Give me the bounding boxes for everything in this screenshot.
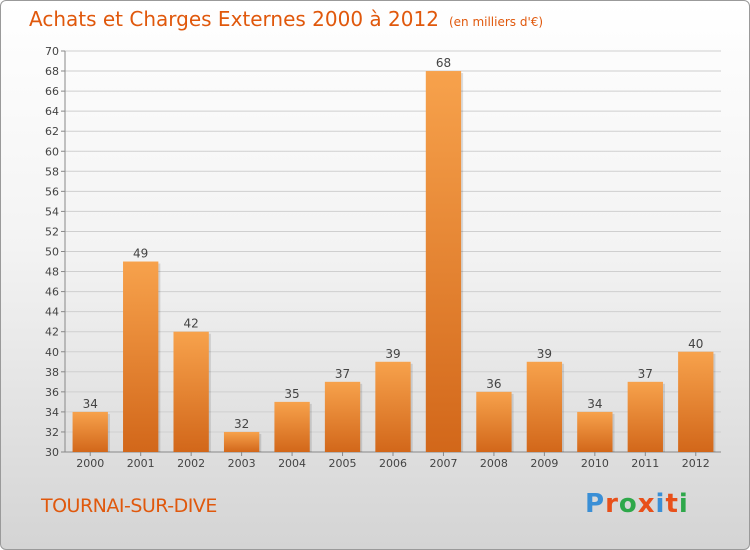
y-tick-label: 58 <box>45 165 59 178</box>
x-tick-label: 2005 <box>329 457 357 470</box>
x-tick-label: 2003 <box>228 457 256 470</box>
y-tick-label: 44 <box>45 306 59 319</box>
data-label: 34 <box>587 397 602 411</box>
data-label: 40 <box>688 337 703 351</box>
y-tick-label: 68 <box>45 65 59 78</box>
y-tick-label: 38 <box>45 366 59 379</box>
bar <box>627 381 663 452</box>
y-tick-label: 46 <box>45 286 59 299</box>
x-tick-label: 2010 <box>581 457 609 470</box>
x-tick-label: 2000 <box>76 457 104 470</box>
chart-title-text: Achats et Charges Externes 2000 à 2012 <box>29 7 439 31</box>
bar <box>72 411 108 452</box>
y-tick-label: 50 <box>45 246 59 259</box>
data-label: 37 <box>335 367 350 381</box>
bar <box>678 351 714 452</box>
data-label: 36 <box>486 377 501 391</box>
x-tick-label: 2001 <box>127 457 155 470</box>
y-tick-label: 52 <box>45 225 59 238</box>
data-label: 39 <box>537 347 552 361</box>
data-label: 39 <box>385 347 400 361</box>
chart-title: Achats et Charges Externes 2000 à 2012 (e… <box>29 7 543 31</box>
bar <box>375 361 411 452</box>
logo-letter: i <box>678 489 689 519</box>
logo-letter: P <box>585 489 606 519</box>
y-tick-label: 56 <box>45 185 59 198</box>
logo-letter: o <box>618 489 638 519</box>
data-label: 32 <box>234 417 249 431</box>
data-label: 35 <box>284 387 299 401</box>
logo-letter: i <box>655 489 666 519</box>
chart-unit: (en milliers d'€) <box>448 15 544 29</box>
y-tick-label: 66 <box>45 85 59 98</box>
logo-letter: t <box>665 489 679 519</box>
y-tick-label: 42 <box>45 326 59 339</box>
bar <box>274 401 310 452</box>
logo-letter: x <box>637 489 656 519</box>
data-label: 49 <box>133 247 148 261</box>
bar <box>577 411 613 452</box>
bar <box>526 361 563 452</box>
proxiti-logo: Proxiti <box>585 489 689 519</box>
y-tick-label: 34 <box>45 406 59 419</box>
bar <box>123 261 159 452</box>
y-tick-label: 60 <box>45 145 59 158</box>
bar <box>476 391 512 452</box>
bar <box>173 331 209 452</box>
data-label: 68 <box>436 56 451 70</box>
x-tick-label: 2006 <box>379 457 407 470</box>
data-label: 42 <box>184 317 199 331</box>
bars <box>72 71 716 453</box>
bar <box>223 431 260 452</box>
data-labels: 34 49 42 32 35 37 39 68 36 39 34 37 40 <box>83 56 704 431</box>
data-label: 34 <box>83 397 98 411</box>
y-tick-label: 32 <box>45 426 59 439</box>
bar <box>324 381 361 452</box>
x-tick-label: 2011 <box>631 457 659 470</box>
y-tick-label: 54 <box>45 205 59 218</box>
bar <box>425 71 462 453</box>
x-tick-label: 2004 <box>278 457 306 470</box>
x-tick-label: 2012 <box>682 457 710 470</box>
x-tick-label: 2009 <box>530 457 558 470</box>
y-tick-label: 64 <box>45 105 59 118</box>
y-tick-label: 36 <box>45 386 59 399</box>
x-tick-label: 2008 <box>480 457 508 470</box>
y-tick-label: 30 <box>45 446 59 459</box>
city-name: TOURNAI-SUR-DIVE <box>41 495 217 517</box>
x-tick-label: 2002 <box>177 457 205 470</box>
y-tick-label: 70 <box>45 45 59 58</box>
data-label: 37 <box>638 367 653 381</box>
x-tick-label: 2007 <box>429 457 457 470</box>
y-tick-label: 62 <box>45 125 59 138</box>
y-tick-label: 48 <box>45 266 59 279</box>
logo-letter: r <box>605 489 619 519</box>
y-tick-label: 40 <box>45 346 59 359</box>
